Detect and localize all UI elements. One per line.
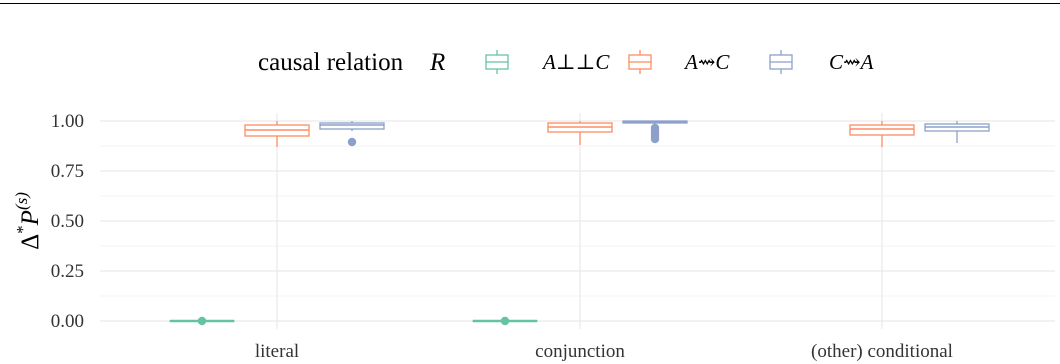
x-tick-label: (other) conditional [811, 341, 953, 362]
legend-label: A⇝C [683, 50, 730, 74]
box-2-1 [622, 120, 688, 144]
y-tick-label: 1.00 [51, 111, 84, 132]
box-1-1 [547, 121, 613, 145]
legend: causal relation R A⊥⊥C A⇝C C⇝A [258, 49, 874, 76]
axes: 0.00 0.25 0.50 0.75 1.00 literal conjunction (o… [12, 111, 953, 362]
y-tick-label: 0.00 [51, 311, 84, 332]
y-tick-label: 0.75 [51, 161, 84, 182]
outlier-point [347, 137, 357, 147]
outlier-point [500, 316, 510, 326]
box-1-2 [849, 121, 915, 147]
box-0-0 [169, 316, 235, 326]
legend-label: A⊥⊥C [541, 50, 610, 74]
box [849, 124, 915, 136]
x-tick-label: conjunction [535, 341, 625, 362]
top-rule [0, 3, 1060, 4]
y-tick-label: 0.25 [51, 261, 84, 282]
legend-label: C⇝A [829, 50, 874, 74]
legend-title: causal relation [258, 49, 404, 76]
outlier-point [197, 316, 207, 326]
legend-title-var: R [429, 49, 445, 76]
marks [169, 120, 990, 326]
legend-key-0 [485, 50, 509, 74]
box-2-0 [319, 121, 385, 147]
grid [100, 113, 1055, 329]
box-2-2 [924, 121, 990, 143]
y-axis-title: Δ*P(s) [12, 192, 44, 250]
outlier-point [650, 134, 660, 144]
box-0-1 [472, 316, 538, 326]
legend-key-1 [628, 50, 652, 74]
legend-key-2 [769, 50, 793, 74]
box [319, 122, 385, 130]
x-tick-label: literal [255, 341, 299, 362]
y-tick-label: 0.50 [51, 211, 84, 232]
box-1-0 [244, 121, 310, 147]
